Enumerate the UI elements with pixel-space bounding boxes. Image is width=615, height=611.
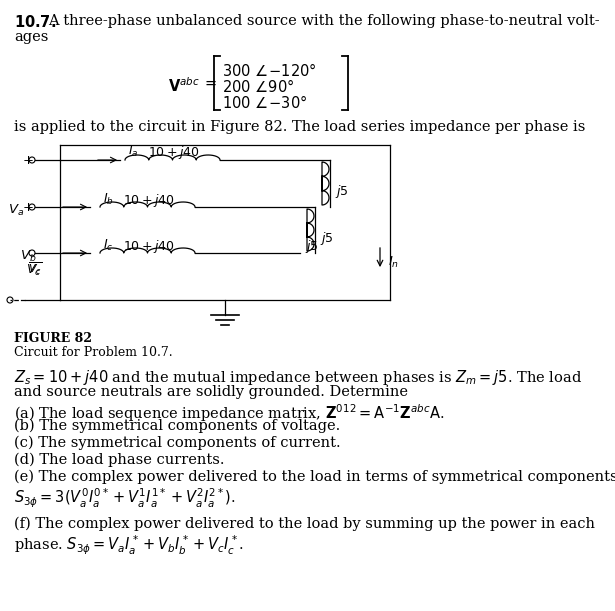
Text: $j5$: $j5$ — [335, 183, 349, 200]
Text: $+$: $+$ — [22, 154, 34, 167]
Text: $I_a$: $I_a$ — [128, 144, 138, 159]
Text: $10+j40$: $10+j40$ — [123, 238, 175, 255]
Text: (e) The complex power delivered to the load in terms of symmetrical components,: (e) The complex power delivered to the l… — [14, 470, 615, 485]
Text: is applied to the circuit in Figure 82. The load series impedance per phase is: is applied to the circuit in Figure 82. … — [14, 120, 585, 134]
Text: $V_b$: $V_b$ — [20, 249, 36, 264]
Text: $\overline{V_c}$: $\overline{V_c}$ — [28, 261, 42, 277]
Text: $300\ \angle\!-\!120°$: $300\ \angle\!-\!120°$ — [222, 62, 317, 79]
Text: $I_b$: $I_b$ — [103, 192, 114, 207]
Text: $S_{3\phi} = 3(V_a^0 I_a^{0*} + V_a^1 I_a^{1*} + V_a^2 I_a^{2*})$.: $S_{3\phi} = 3(V_a^0 I_a^{0*} + V_a^1 I_… — [14, 487, 236, 510]
Text: $\mathbf{10.7.}$: $\mathbf{10.7.}$ — [14, 14, 56, 30]
Text: ages: ages — [14, 30, 49, 44]
Text: $100\ \angle\!-\!30°$: $100\ \angle\!-\!30°$ — [222, 94, 308, 111]
Text: $Z_s = 10 + j40$ and the mutual impedance between phases is $Z_m = j5$. The load: $Z_s = 10 + j40$ and the mutual impedanc… — [14, 368, 582, 387]
Text: FIGURE 82: FIGURE 82 — [14, 332, 92, 345]
Text: $j5$: $j5$ — [305, 238, 319, 255]
Text: (a) The load sequence impedance matrix, $\mathbf{Z}^{012} = \mathrm{A}^{-1}\math: (a) The load sequence impedance matrix, … — [14, 402, 445, 423]
Text: phase. $S_{3\phi} = V_a I_a^* + V_b I_b^* + V_c I_c^*$.: phase. $S_{3\phi} = V_a I_a^* + V_b I_b^… — [14, 534, 244, 557]
Text: (c) The symmetrical components of current.: (c) The symmetrical components of curren… — [14, 436, 341, 450]
Text: $+$: $+$ — [22, 201, 34, 214]
Text: $I_n$: $I_n$ — [388, 255, 399, 270]
Text: (b) The symmetrical components of voltage.: (b) The symmetrical components of voltag… — [14, 419, 340, 433]
Text: $10+j40$: $10+j40$ — [148, 144, 200, 161]
Text: $200\ \angle 90°$: $200\ \angle 90°$ — [222, 78, 294, 95]
Text: and source neutrals are solidly grounded. Determine: and source neutrals are solidly grounded… — [14, 385, 408, 399]
Text: $\mathbf{V}^{abc}$: $\mathbf{V}^{abc}$ — [169, 76, 200, 95]
Text: $10+j40$: $10+j40$ — [123, 192, 175, 209]
Text: $V_c$: $V_c$ — [26, 263, 41, 278]
Text: (d) The load phase currents.: (d) The load phase currents. — [14, 453, 224, 467]
Text: $=$: $=$ — [202, 76, 218, 90]
Text: $j5$: $j5$ — [320, 230, 334, 247]
Text: Circuit for Problem 10.7.: Circuit for Problem 10.7. — [14, 346, 173, 359]
Text: $I_c$: $I_c$ — [103, 238, 113, 253]
Text: $V_a$: $V_a$ — [8, 203, 24, 218]
Text: (f) The complex power delivered to the load by summing up the power in each: (f) The complex power delivered to the l… — [14, 517, 595, 532]
Text: A three-phase unbalanced source with the following phase-to-neutral volt-: A three-phase unbalanced source with the… — [48, 14, 600, 28]
